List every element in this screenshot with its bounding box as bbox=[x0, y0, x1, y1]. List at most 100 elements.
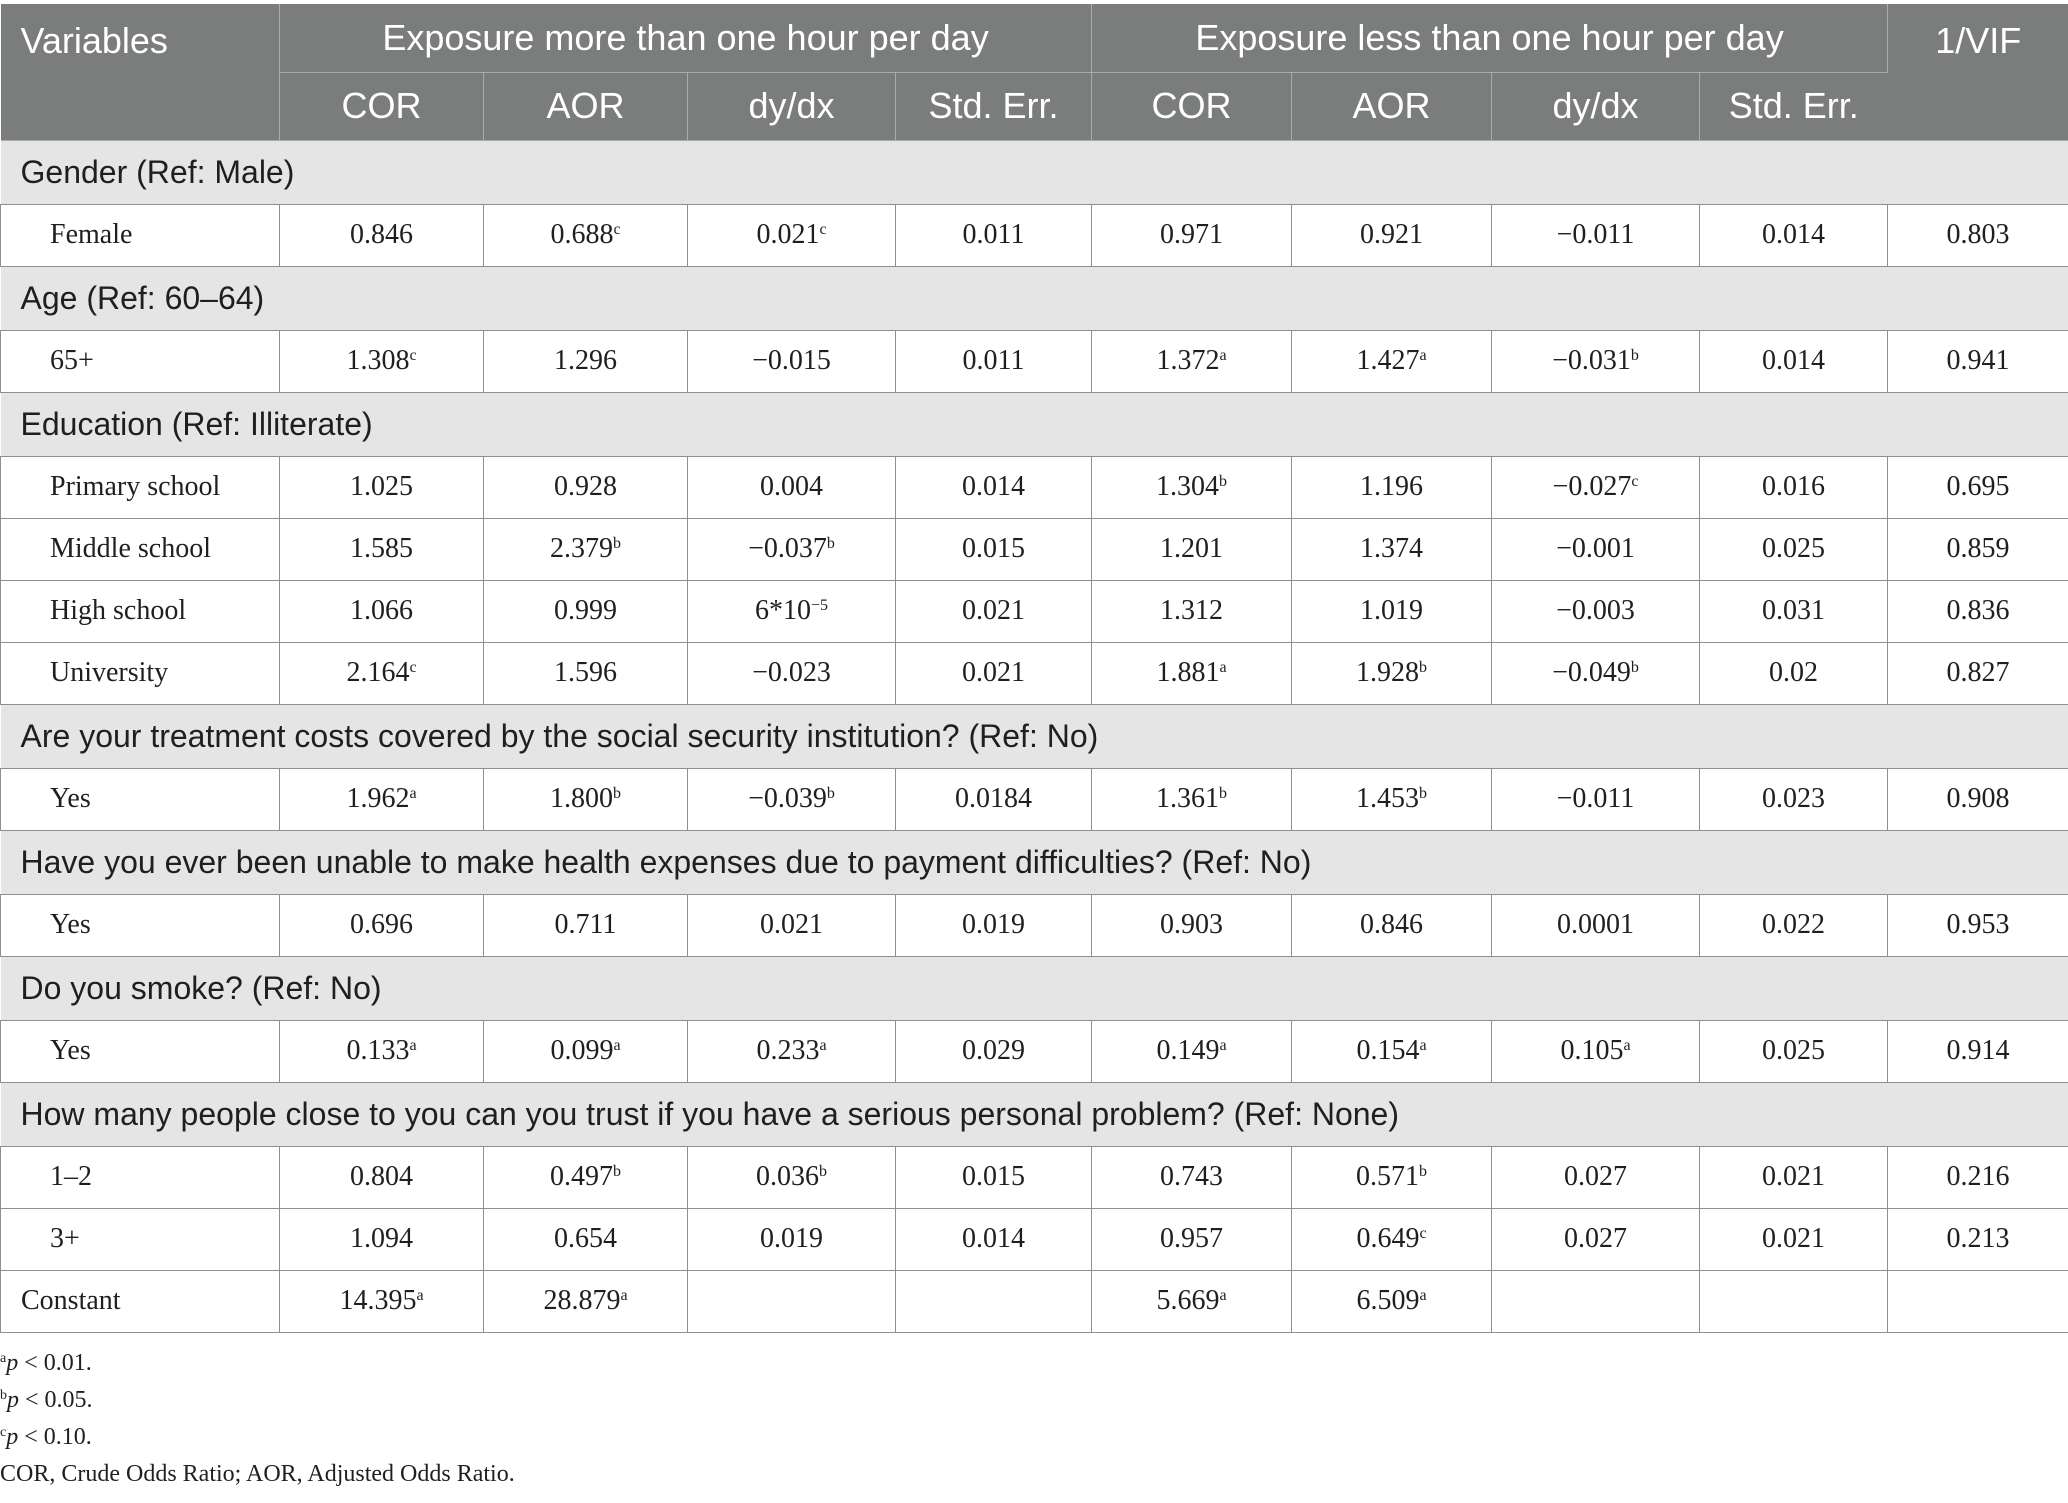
table-cell: 1.881a bbox=[1091, 642, 1292, 705]
table-cell: 0.02 bbox=[1699, 642, 1888, 705]
significance-marker: b bbox=[826, 535, 835, 552]
cell-value: −0.037 bbox=[748, 533, 827, 564]
cell-value: 0.803 bbox=[1946, 219, 2010, 250]
header-variables: Variables bbox=[0, 4, 280, 141]
cell-value: 0.105 bbox=[1560, 1035, 1624, 1066]
cell-value: 0.014 bbox=[962, 1223, 1025, 1254]
footnote: ap < 0.01. bbox=[0, 1345, 515, 1382]
cell-value: 0.02 bbox=[1769, 657, 1818, 688]
table-cell: −0.037b bbox=[687, 518, 896, 581]
table-cell: 0.928 bbox=[483, 456, 688, 519]
cell-value: 5.669 bbox=[1156, 1285, 1220, 1316]
footnote-marker: c bbox=[0, 1425, 7, 1440]
cell-value: 2.379 bbox=[550, 533, 613, 564]
table-cell: 0.149a bbox=[1091, 1020, 1292, 1083]
footnote-p: p bbox=[6, 1350, 19, 1376]
subheader-dydx: dy/dx bbox=[687, 72, 896, 141]
significance-marker: −5 bbox=[810, 597, 829, 614]
cell-value: 0.696 bbox=[350, 909, 413, 940]
table-cell: 1.374 bbox=[1291, 518, 1492, 581]
table-cell: 0.015 bbox=[895, 1146, 1092, 1209]
cell-value: −0.011 bbox=[1556, 783, 1635, 814]
table-cell: 0.903 bbox=[1091, 894, 1292, 957]
table-cell bbox=[895, 1270, 1092, 1333]
table-cell bbox=[1699, 1270, 1888, 1333]
table-cell: 0.014 bbox=[1699, 204, 1888, 267]
significance-marker: a bbox=[1419, 1287, 1427, 1304]
cell-value: 0.859 bbox=[1946, 533, 2010, 564]
table-cell bbox=[687, 1270, 896, 1333]
footnote-text: < 0.01. bbox=[18, 1350, 92, 1376]
row-label: Yes bbox=[0, 1020, 280, 1083]
table-row: Yes 0.133a 0.099a 0.233a 0.029 0.149a 0.154a 0.… bbox=[0, 1020, 2068, 1083]
table-cell: 0.022 bbox=[1699, 894, 1888, 957]
cell-value: −0.011 bbox=[1556, 219, 1635, 250]
cell-value: 0.649 bbox=[1356, 1223, 1420, 1254]
cell-value: 0.971 bbox=[1160, 219, 1223, 250]
significance-marker: a bbox=[613, 1037, 621, 1054]
section-header-row: Are your treatment costs covered by the … bbox=[0, 703, 2068, 769]
significance-marker: a bbox=[1219, 347, 1227, 364]
table-cell: 0.0184 bbox=[895, 768, 1092, 831]
section-header-row: Have you ever been unable to make health… bbox=[0, 829, 2068, 895]
cell-value: 0.154 bbox=[1356, 1035, 1420, 1066]
table-cell: 28.879a bbox=[483, 1270, 688, 1333]
significance-marker: a bbox=[1419, 1037, 1427, 1054]
significance-marker: c bbox=[409, 659, 417, 676]
significance-marker: b bbox=[1419, 1163, 1427, 1180]
cell-value: 0.571 bbox=[1356, 1161, 1419, 1192]
cell-value: 0.914 bbox=[1946, 1035, 2010, 1066]
subheader-std-err: Std. Err. bbox=[1699, 72, 1888, 141]
section-title: Do you smoke? (Ref: No) bbox=[0, 955, 2068, 1021]
cell-value: 0.903 bbox=[1160, 909, 1223, 940]
table-cell: 0.654 bbox=[483, 1208, 688, 1271]
cell-value: 0.953 bbox=[1946, 909, 2010, 940]
cell-value: 1.304 bbox=[1156, 471, 1219, 502]
section-header-row: Do you smoke? (Ref: No) bbox=[0, 955, 2068, 1021]
table-row: Middle school 1.585 2.379b −0.037b 0.015 1.20… bbox=[0, 518, 2068, 581]
significance-marker: c bbox=[409, 347, 417, 364]
table-cell: −0.003 bbox=[1491, 580, 1700, 643]
row-label: Yes bbox=[0, 768, 280, 831]
cell-value: 14.395 bbox=[339, 1285, 417, 1316]
row-label: University bbox=[0, 642, 280, 705]
cell-value: 0.743 bbox=[1160, 1161, 1223, 1192]
table-cell: −0.011 bbox=[1491, 204, 1700, 267]
cell-value: 0.804 bbox=[350, 1161, 413, 1192]
table-row: Yes 0.696 0.711 0.021 0.019 0.903 0.846 0.0001 0… bbox=[0, 894, 2068, 957]
table-row: Constant 14.395a 28.879a 5.669a 6.509a bbox=[0, 1270, 2068, 1333]
cell-value: 0.688 bbox=[550, 219, 614, 250]
significance-marker: b bbox=[613, 1163, 621, 1180]
table-cell: 1.453b bbox=[1291, 768, 1492, 831]
cell-value: 28.879 bbox=[543, 1285, 621, 1316]
cell-value: 1.596 bbox=[554, 657, 617, 688]
table-cell: 1.800b bbox=[483, 768, 688, 831]
cell-value: 0.216 bbox=[1946, 1161, 2010, 1192]
cell-value: −0.003 bbox=[1556, 595, 1635, 626]
regression-table: Variables Exposure more than one hour pe… bbox=[0, 4, 2068, 1333]
table-cell: 0.743 bbox=[1091, 1146, 1292, 1209]
table-cell: 1.361b bbox=[1091, 768, 1292, 831]
table-cell: 0.941 bbox=[1887, 330, 2068, 393]
cell-value: 2.164 bbox=[346, 657, 410, 688]
table-cell: 1.596 bbox=[483, 642, 688, 705]
table-cell: 0.233a bbox=[687, 1020, 896, 1083]
significance-marker: a bbox=[1219, 1287, 1227, 1304]
section-title: Age (Ref: 60–64) bbox=[0, 265, 2068, 331]
cell-value: 0.021 bbox=[962, 595, 1025, 626]
section-header-row: Gender (Ref: Male) bbox=[0, 139, 2068, 205]
table-cell: 0.0001 bbox=[1491, 894, 1700, 957]
table-cell: 1.025 bbox=[279, 456, 484, 519]
table-footnotes: ap < 0.01. bp < 0.05. cp < 0.10. COR, Crude… bbox=[0, 1345, 515, 1493]
header-group-more-than-one-hour: Exposure more than one hour per day bbox=[279, 4, 1092, 73]
table-cell: 0.021c bbox=[687, 204, 896, 267]
significance-marker: b bbox=[1630, 347, 1639, 364]
table-cell: 1.962a bbox=[279, 768, 484, 831]
cell-value: 1.201 bbox=[1160, 533, 1223, 564]
footnote-p: p bbox=[7, 1387, 19, 1413]
table-cell: 0.908 bbox=[1887, 768, 2068, 831]
table-cell: 1.312 bbox=[1091, 580, 1292, 643]
table-cell: 0.014 bbox=[895, 1208, 1092, 1271]
cell-value: 0.908 bbox=[1946, 783, 2010, 814]
cell-value: 1.019 bbox=[1360, 595, 1423, 626]
